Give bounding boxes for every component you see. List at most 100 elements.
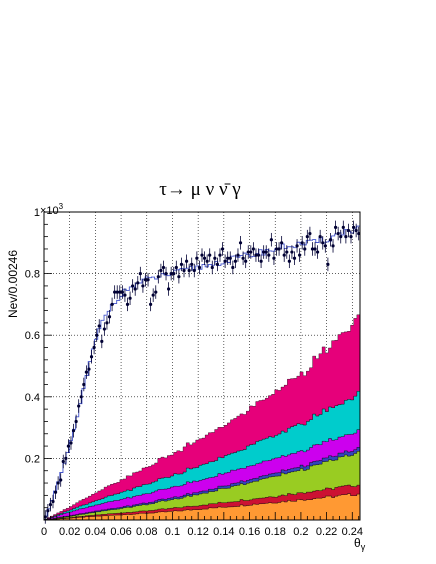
x-tick-label: 0.02 xyxy=(59,526,80,538)
data-point xyxy=(202,251,207,265)
data-point xyxy=(174,260,178,275)
data-point xyxy=(131,279,135,293)
data-point xyxy=(110,297,114,312)
data-point xyxy=(192,263,196,278)
data-point xyxy=(87,362,91,376)
data-point xyxy=(316,245,320,259)
data-point xyxy=(303,242,307,256)
data-point xyxy=(333,220,338,235)
data-point xyxy=(100,334,104,349)
data-point xyxy=(79,390,83,404)
data-point xyxy=(113,285,117,299)
data-point xyxy=(179,257,184,272)
data-point xyxy=(339,229,343,244)
plot-frame xyxy=(43,211,361,521)
data-point xyxy=(298,248,302,262)
data-point xyxy=(123,288,127,302)
data-point xyxy=(146,272,150,287)
data-point xyxy=(256,248,261,262)
data-point xyxy=(313,242,317,256)
data-point xyxy=(215,257,220,272)
x-tick-label: 0.08 xyxy=(136,526,157,538)
data-point xyxy=(277,242,281,256)
data-point xyxy=(74,414,78,429)
data-point xyxy=(164,266,168,281)
x-tick-label: 0.14 xyxy=(213,526,234,538)
data-point xyxy=(238,236,243,250)
data-point xyxy=(349,229,353,244)
data-point xyxy=(115,285,119,299)
data-point xyxy=(161,260,166,275)
data-point xyxy=(169,266,173,281)
x-tick-label: 0.18 xyxy=(265,526,286,538)
data-point xyxy=(89,349,94,364)
data-point xyxy=(197,260,202,275)
stacked-areas xyxy=(43,314,361,521)
data-point xyxy=(354,223,358,238)
data-point xyxy=(328,232,333,247)
data-point xyxy=(92,340,96,355)
data-point xyxy=(118,285,122,299)
data-point xyxy=(64,451,68,466)
data-point xyxy=(269,232,273,247)
data-point xyxy=(228,251,232,265)
data-point xyxy=(272,251,276,265)
x-tick-label: 0.24 xyxy=(342,526,363,538)
data-point xyxy=(233,254,237,269)
data-point xyxy=(213,251,217,265)
data-point xyxy=(223,254,227,269)
data-point xyxy=(156,269,160,284)
data-point xyxy=(59,473,63,487)
y-axis-ticks: 0.2 0.4 0.6 0.8 1 xyxy=(25,207,52,509)
x-axis-ticks: 0 0.02 0.04 0.06 0.08 0.1 0.12 0.14 0.16 0.18 0.2 0… xyxy=(41,512,363,538)
data-point xyxy=(125,297,130,312)
data-point xyxy=(56,476,60,490)
data-point xyxy=(128,291,132,306)
x-tick-label: 0.04 xyxy=(85,526,106,538)
data-point xyxy=(187,263,191,278)
data-point xyxy=(182,263,186,278)
data-point xyxy=(53,485,58,500)
data-point xyxy=(251,242,255,256)
data-points xyxy=(43,220,361,524)
data-point xyxy=(105,316,109,330)
data-point xyxy=(48,497,53,512)
y-axis-label: Nev/0.00246 xyxy=(6,250,20,318)
data-point xyxy=(66,439,71,453)
data-point xyxy=(172,266,176,281)
x-tick-label: 0.16 xyxy=(239,526,260,538)
data-point xyxy=(241,251,245,265)
x-tick-label: 0 xyxy=(41,526,47,538)
data-point xyxy=(159,263,163,278)
data-point xyxy=(341,220,345,235)
y-tick-label: 0.8 xyxy=(25,269,40,281)
data-point xyxy=(254,248,258,262)
data-point xyxy=(231,260,235,275)
y-tick-label: 0.2 xyxy=(25,453,40,465)
data-point xyxy=(107,309,112,324)
data-point xyxy=(226,251,230,265)
data-point xyxy=(61,454,65,469)
data-point xyxy=(305,229,309,244)
data-point xyxy=(205,254,209,269)
x-tick-label: 0.06 xyxy=(110,526,131,538)
mc-histogram xyxy=(44,225,360,517)
data-point xyxy=(318,229,322,244)
mc-step-line xyxy=(44,225,360,517)
data-point xyxy=(295,239,299,253)
data-point xyxy=(267,248,271,262)
chart-title: τ→ μ ν ν̄ γ xyxy=(159,179,240,200)
data-point xyxy=(244,254,248,269)
data-point xyxy=(218,248,222,262)
data-point xyxy=(208,248,212,262)
data-point xyxy=(264,245,268,259)
data-point xyxy=(310,242,315,256)
y-tick-label: 0.4 xyxy=(25,392,40,404)
data-point xyxy=(51,494,55,509)
data-point xyxy=(82,377,86,392)
data-point xyxy=(323,239,327,253)
data-point xyxy=(336,226,340,241)
x-tick-label: 0.12 xyxy=(187,526,208,538)
data-point xyxy=(69,436,73,450)
